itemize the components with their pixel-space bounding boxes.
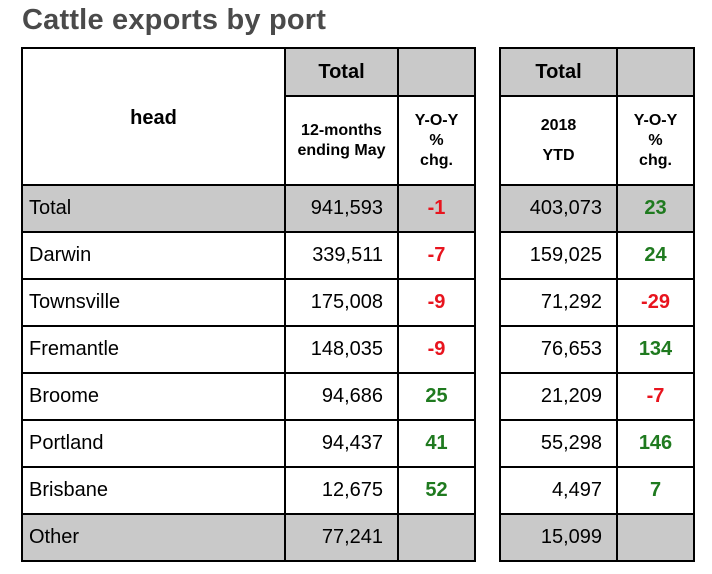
ytd-value: 159,025 xyxy=(499,231,618,280)
table-row: 21,209 -7 xyxy=(499,372,695,421)
twelve-month-value: 175,008 xyxy=(284,278,399,327)
col-yoy-ytd-header: Y-O-Y % chg. xyxy=(616,95,695,186)
table-row: Townsville 175,008 -9 xyxy=(21,278,476,327)
port-name: Fremantle xyxy=(21,325,286,374)
table-row: 76,653 134 xyxy=(499,325,695,374)
twelve-month-table: head Total 12-months ending May Y-O-Y % … xyxy=(21,47,476,562)
right-group-header: Total xyxy=(499,47,618,97)
head-label: head xyxy=(21,47,286,186)
ytd-value: 15,099 xyxy=(499,513,618,562)
ytd-value: 21,209 xyxy=(499,372,618,421)
col-yoy-12m-header: Y-O-Y % chg. xyxy=(397,95,476,186)
table-row: 15,099 xyxy=(499,513,695,562)
ytd-value: 76,653 xyxy=(499,325,618,374)
table-row: 159,025 24 xyxy=(499,231,695,280)
page-title: Cattle exports by port xyxy=(22,4,327,36)
table-row: Brisbane 12,675 52 xyxy=(21,466,476,515)
twelve-month-value: 94,437 xyxy=(284,419,399,468)
table-row: Portland 94,437 41 xyxy=(21,419,476,468)
ytd-value: 55,298 xyxy=(499,419,618,468)
col-yoy-line2: % xyxy=(429,131,444,149)
port-name: Total xyxy=(21,184,286,233)
yoy-ytd-change: 146 xyxy=(616,419,695,468)
port-name: Townsville xyxy=(21,278,286,327)
yoy-12m-change: 41 xyxy=(397,419,476,468)
col-yoy-line1: Y-O-Y xyxy=(414,111,459,129)
table-row: Broome 94,686 25 xyxy=(21,372,476,421)
ytd-table: Total 2018 YTD Y-O-Y % chg. 403,073 23 159… xyxy=(499,47,695,562)
left-group-header-blank xyxy=(397,47,476,97)
ytd-value: 403,073 xyxy=(499,184,618,233)
table-row: 4,497 7 xyxy=(499,466,695,515)
col-yoy-line3: chg. xyxy=(420,151,453,169)
table-row: Other 77,241 xyxy=(21,513,476,562)
yoy-ytd-change: 23 xyxy=(616,184,695,233)
ytd-value: 4,497 xyxy=(499,466,618,515)
twelve-month-value: 941,593 xyxy=(284,184,399,233)
col-12-months-line2: ending May xyxy=(297,141,386,159)
left-group-header: Total xyxy=(284,47,399,97)
twelve-month-value: 94,686 xyxy=(284,372,399,421)
ytd-value: 71,292 xyxy=(499,278,618,327)
table-row: 403,073 23 xyxy=(499,184,695,233)
port-name: Portland xyxy=(21,419,286,468)
twelve-month-value: 339,511 xyxy=(284,231,399,280)
twelve-month-value: 148,035 xyxy=(284,325,399,374)
table-row: 55,298 146 xyxy=(499,419,695,468)
yoy-12m-change: -1 xyxy=(397,184,476,233)
yoy-ytd-change: 7 xyxy=(616,466,695,515)
port-name: Other xyxy=(21,513,286,562)
yoy-12m-change: 25 xyxy=(397,372,476,421)
yoy-12m-change xyxy=(397,513,476,562)
col-ytd-line1: 2018 xyxy=(540,116,577,134)
col-12-months-header: 12-months ending May xyxy=(284,95,399,186)
yoy-ytd-change: 134 xyxy=(616,325,695,374)
yoy-ytd-change xyxy=(616,513,695,562)
yoy-ytd-change: 24 xyxy=(616,231,695,280)
twelve-month-value: 12,675 xyxy=(284,466,399,515)
yoy-ytd-change: -7 xyxy=(616,372,695,421)
col-yoy-ytd-line3: chg. xyxy=(639,151,672,169)
yoy-12m-change: 52 xyxy=(397,466,476,515)
col-12-months-line1: 12-months xyxy=(301,121,382,139)
port-name: Darwin xyxy=(21,231,286,280)
table-row: Total 941,593 -1 xyxy=(21,184,476,233)
port-name: Broome xyxy=(21,372,286,421)
table-row: Fremantle 148,035 -9 xyxy=(21,325,476,374)
col-yoy-ytd-line2: % xyxy=(648,131,663,149)
yoy-12m-change: -9 xyxy=(397,278,476,327)
table-row: 71,292 -29 xyxy=(499,278,695,327)
yoy-12m-change: -9 xyxy=(397,325,476,374)
port-name: Brisbane xyxy=(21,466,286,515)
yoy-ytd-change: -29 xyxy=(616,278,695,327)
col-ytd-line2: YTD xyxy=(542,146,575,164)
col-ytd-header: 2018 YTD xyxy=(499,95,618,186)
col-yoy-ytd-line1: Y-O-Y xyxy=(633,111,678,129)
twelve-month-value: 77,241 xyxy=(284,513,399,562)
right-group-header-blank xyxy=(616,47,695,97)
yoy-12m-change: -7 xyxy=(397,231,476,280)
table-row: Darwin 339,511 -7 xyxy=(21,231,476,280)
